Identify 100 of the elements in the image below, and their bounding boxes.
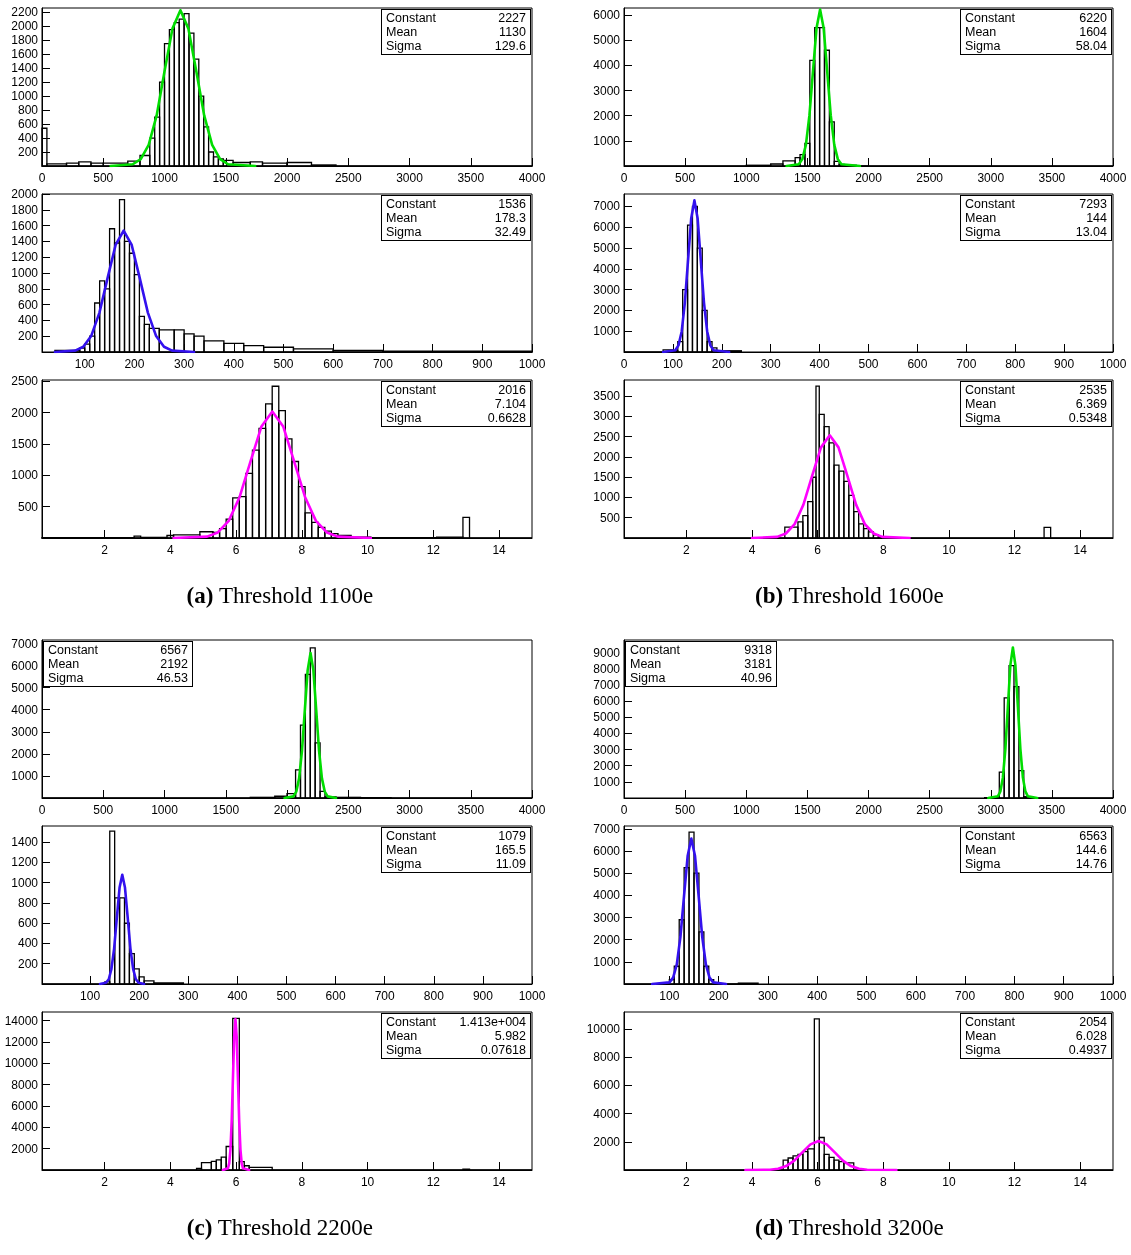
x-tick-label: 2	[683, 1175, 691, 1189]
x-tick-label: 1500	[794, 803, 822, 817]
y-tick-label: 1000	[11, 768, 39, 783]
y-tick-label: 3000	[11, 724, 39, 739]
y-tick-label: 1400	[11, 234, 39, 249]
y-tick-label: 1000	[11, 875, 39, 890]
x-tick-label: 400	[807, 989, 828, 1003]
x-tick-label: 2500	[334, 171, 362, 185]
x-tick-label: 2500	[916, 171, 944, 185]
y-tick-label: 1500	[593, 470, 621, 485]
x-tick-label: 900	[1053, 989, 1075, 1003]
x-tick-label: 10	[360, 1175, 375, 1189]
y-tick-label: 1200	[11, 75, 39, 90]
y-tick-label: 4000	[11, 702, 39, 717]
x-tick-label: 1000	[1099, 989, 1127, 1003]
x-tick-label: 4000	[518, 171, 546, 185]
y-tick-label: 3000	[593, 910, 621, 925]
x-tick-label: 14	[1073, 1175, 1088, 1189]
x-tick-label: 0	[38, 171, 46, 185]
y-tick-label: 1600	[11, 218, 39, 233]
x-tick-label: 4	[748, 1175, 756, 1189]
y-tick-label: 6000	[593, 694, 621, 709]
x-tick-label: 6	[814, 1175, 822, 1189]
x-tick-label: 500	[856, 989, 877, 1003]
x-tick-label: 3000	[977, 171, 1005, 185]
stats-box: Constant 2535 Mean 6.369 Sigma 0.5348	[960, 381, 1112, 427]
y-tick-label: 1800	[11, 33, 39, 48]
stats-box: Constant 6563 Mean 144.6 Sigma 14.76	[960, 827, 1112, 873]
x-tick-label: 8	[879, 1175, 887, 1189]
x-tick-label: 300	[760, 357, 782, 371]
stats-box: Constant 7293 Mean 144 Sigma 13.04	[960, 195, 1112, 241]
x-tick-label: 500	[276, 989, 297, 1003]
x-tick-label: 900	[472, 989, 494, 1003]
y-tick-label: 200	[17, 145, 39, 160]
stats-box: Constant 1536 Mean 178.3 Sigma 32.49	[381, 195, 531, 241]
y-tick-label: 4000	[593, 58, 621, 73]
x-tick-label: 600	[325, 989, 346, 1003]
x-tick-label: 400	[227, 989, 248, 1003]
y-tick-label: 200	[17, 956, 39, 971]
y-tick-label: 1000	[593, 133, 621, 148]
x-tick-label: 600	[323, 357, 344, 371]
text: (d) Threshold 3200e	[754, 1215, 944, 1240]
x-tick-label: 900	[1054, 357, 1075, 371]
y-tick-label: 2000	[593, 108, 621, 123]
y-tick-label: 2000	[593, 449, 621, 464]
x-tick-label: 700	[955, 989, 976, 1003]
x-tick-label: 8	[879, 543, 887, 557]
x-tick-label: 600	[905, 989, 927, 1003]
x-tick-label: 300	[757, 989, 779, 1003]
x-tick-label: 2500	[916, 803, 944, 817]
x-tick-label: 300	[174, 357, 195, 371]
x-tick-label: 200	[129, 989, 150, 1003]
x-tick-label: 200	[711, 357, 733, 371]
text: (c) Threshold 2200e	[186, 1215, 374, 1240]
y-tick-label: 2500	[593, 429, 621, 444]
x-tick-label: 500	[93, 171, 114, 185]
x-tick-label: 800	[1005, 357, 1026, 371]
y-tick-label: 600	[17, 916, 39, 931]
y-tick-label: 200	[17, 329, 39, 344]
y-tick-label: 3000	[593, 742, 621, 757]
x-tick-label: 3000	[977, 803, 1005, 817]
x-tick-label: 10	[360, 543, 375, 557]
x-tick-label: 800	[1004, 989, 1025, 1003]
y-tick-label: 4000	[593, 1106, 621, 1121]
y-tick-label: 400	[17, 936, 39, 951]
x-tick-label: 0	[38, 803, 46, 817]
y-tick-label: 4000	[11, 1120, 39, 1135]
y-tick-label: 9000	[593, 645, 621, 660]
y-tick-label: 7000	[593, 821, 621, 836]
y-tick-label: 1200	[11, 250, 39, 265]
y-tick-label: 1000	[11, 266, 39, 280]
x-tick-label: 1000	[151, 803, 179, 817]
y-tick-label: 1000	[11, 468, 39, 483]
y-tick-label: 3000	[593, 409, 621, 424]
y-tick-label: 400	[17, 131, 39, 146]
x-tick-label: 1500	[212, 803, 240, 817]
y-tick-label: 1400	[11, 61, 39, 76]
x-tick-label: 12	[426, 1175, 441, 1189]
x-tick-label: 200	[708, 989, 729, 1003]
y-tick-label: 2000	[11, 746, 39, 761]
y-tick-label: 2000	[11, 405, 39, 420]
x-tick-label: 3000	[396, 803, 424, 817]
y-tick-label: 4000	[593, 726, 621, 741]
x-tick-label: 4000	[518, 803, 546, 817]
y-tick-label: 800	[17, 895, 39, 910]
x-tick-label: 100	[74, 357, 96, 371]
x-tick-label: 400	[809, 357, 830, 371]
y-tick-label: 1000	[593, 324, 621, 339]
y-tick-label: 1600	[11, 47, 39, 62]
x-tick-label: 4000	[1099, 803, 1127, 817]
stats-box: Constant 1.413e+004 Mean 5.982 Sigma 0.07618	[381, 1013, 531, 1059]
y-tick-label: 5000	[593, 710, 621, 725]
y-tick-label: 500	[17, 499, 39, 514]
x-tick-label: 12	[1007, 1175, 1022, 1189]
x-tick-label: 900	[472, 357, 493, 371]
y-tick-label: 7000	[593, 199, 621, 214]
x-tick-label: 0	[620, 803, 628, 817]
y-tick-label: 1000	[593, 774, 621, 789]
y-tick-label: 800	[17, 281, 39, 296]
x-tick-label: 1000	[1099, 357, 1127, 371]
